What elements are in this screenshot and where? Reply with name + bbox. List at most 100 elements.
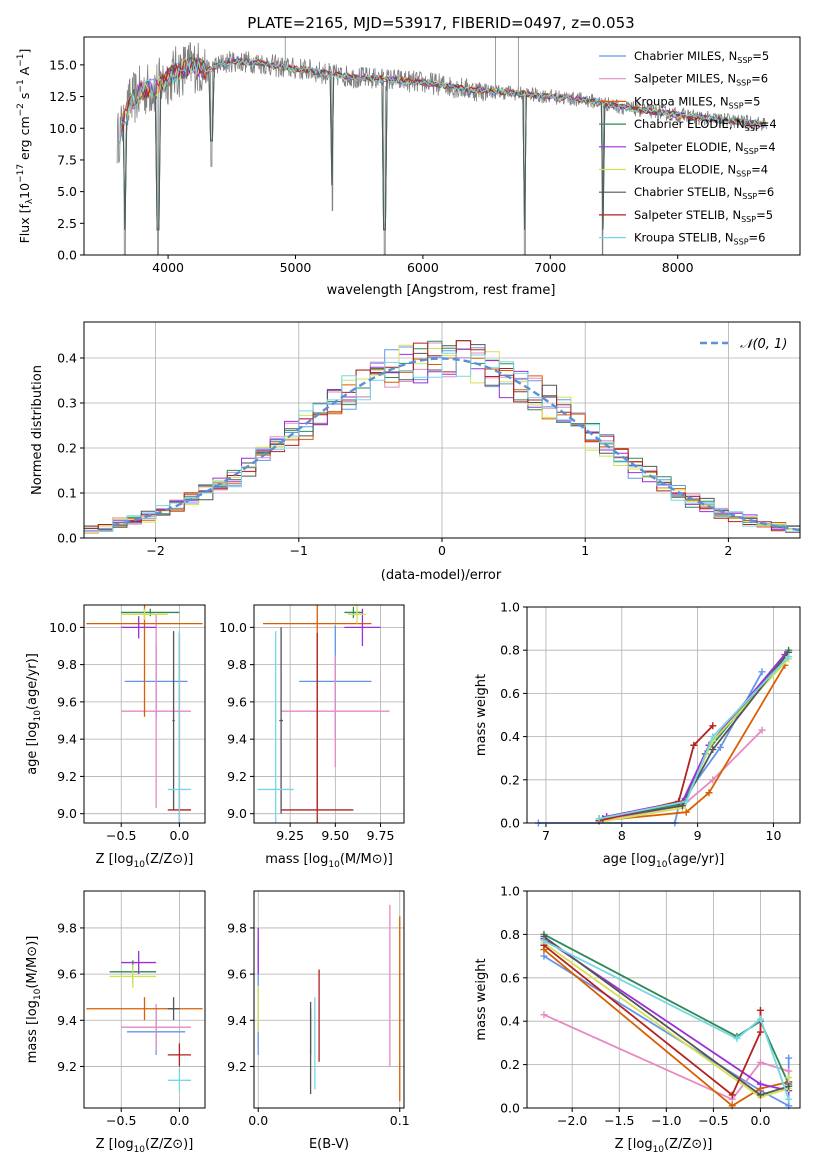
- weight-vs-z-series-line: [543, 940, 790, 1100]
- weight-vs-age-marker: [785, 653, 793, 661]
- weight-vs-z-xlabel: Z [log10(Z/Z⊙)]: [615, 1137, 713, 1155]
- weight-vs-z-xtick-label: −0.5: [698, 1113, 728, 1128]
- age-vs-z-frame: [83, 604, 206, 824]
- mass-vs-z-xtick-label: 0.0: [169, 1113, 189, 1128]
- spectrum-legend-label: Chabrier MILES, NSSP=5: [634, 49, 769, 65]
- weight-vs-z-marker: [785, 1082, 793, 1090]
- mass-vs-z-panel: −0.5 0.0 9.2 9.4 9.6 9.8 Z [log10(Z/Z⊙)] mass […: [25, 890, 206, 1155]
- spectrum-ytick-label: 10.0: [49, 121, 77, 136]
- weight-vs-z-marker: [785, 1054, 793, 1062]
- weight-vs-z-xtick-label: −1.0: [651, 1113, 681, 1128]
- age-vs-mass-ytick-label: 10.0: [219, 620, 247, 635]
- weight-vs-age-xtick-label: 8: [618, 828, 626, 843]
- spectrum-legend-label: Salpeter ELODIE, NSSP=4: [634, 140, 776, 156]
- weight-vs-age-ytick-label: 1.0: [500, 600, 520, 615]
- spectrum-xtick-label: 6000: [407, 260, 439, 275]
- weight-vs-z-marker: [785, 1074, 793, 1082]
- age-vs-z-ytick-label: 9.2: [57, 769, 77, 784]
- weight-vs-age-marker: [595, 815, 603, 823]
- weight-vs-age-marker: [690, 741, 698, 749]
- mass-vs-z-ylabel: mass [log10(M/M⊙)]: [25, 936, 43, 1064]
- age-vs-z-ytick-label: 10.0: [49, 620, 77, 635]
- spectrum-frame: [83, 36, 801, 256]
- mass-vs-z-ytick-label: 9.6: [57, 967, 77, 982]
- spectrum-xtick-label: 5000: [280, 260, 312, 275]
- age-vs-z-xtick-label: 0.0: [169, 828, 189, 843]
- spectrum-xtick-label: 7000: [534, 260, 566, 275]
- weight-vs-z-marker: [756, 1015, 764, 1023]
- weight-vs-age-marker: [709, 722, 717, 730]
- spectrum-legend-label: Chabrier ELODIE, NSSP=4: [634, 117, 777, 133]
- mass-vs-ebv-ytick-label: 9.8: [227, 920, 247, 935]
- weight-vs-z-marker: [728, 1091, 736, 1099]
- age-vs-mass-ytick-label: 9.8: [227, 657, 247, 672]
- spectrum-xtick-label: 8000: [662, 260, 694, 275]
- weight-vs-z-xtick-label: −1.5: [604, 1113, 634, 1128]
- weight-vs-z-ytick-label: 0.6: [500, 970, 520, 985]
- residuals-frame: [83, 321, 801, 539]
- mass-vs-z-xtick-label: −0.5: [106, 1113, 136, 1128]
- spectrum-ytick-label: 5.0: [57, 184, 77, 199]
- age-vs-mass-ytick-label: 9.0: [227, 806, 247, 821]
- spectrum-legend-label: Kroupa STELIB, NSSP=6: [634, 231, 765, 247]
- residuals-ytick-label: 0.3: [57, 396, 77, 411]
- normal-reference-curve: [112, 357, 801, 532]
- spectrum-model-line: [119, 58, 766, 144]
- weight-vs-age-marker: [758, 726, 766, 734]
- weight-vs-z-ytick-label: 0.0: [500, 1101, 520, 1116]
- mass-vs-z-ytick-label: 9.8: [57, 920, 77, 935]
- spectrum-ylabel: Flux [fλ10−17 erg cm−2 s−1 A−1]: [16, 49, 35, 244]
- weight-vs-z-marker: [733, 1035, 741, 1043]
- weight-vs-age-marker: [709, 776, 717, 784]
- weight-vs-age-marker: [758, 668, 766, 676]
- spectrum-xlabel: wavelength [Angstrom, rest frame]: [327, 283, 556, 298]
- mass-vs-ebv-xlabel: E(B-V): [309, 1137, 349, 1152]
- weight-vs-z-marker: [785, 1067, 793, 1075]
- residuals-ytick-label: 0.1: [57, 486, 77, 501]
- weight-vs-age-ytick-label: 0.4: [500, 729, 520, 744]
- weight-vs-age-series-line: [602, 651, 790, 820]
- figure-title: PLATE=2165, MJD=53917, FIBERID=0497, z=0…: [247, 14, 634, 32]
- weight-vs-z-marker: [756, 1058, 764, 1066]
- weight-vs-age-marker: [716, 743, 724, 751]
- weight-vs-z-marker: [756, 1091, 764, 1099]
- mass-vs-ebv-ytick-label: 9.6: [227, 967, 247, 982]
- age-vs-z-xtick-label: −0.5: [106, 828, 136, 843]
- spectrum-ticks: 4000 5000 6000 7000 8000 0.0 2.5 5.0 7.5 10.0 12.5…: [49, 57, 693, 275]
- residuals-xtick-label: 1: [581, 543, 589, 558]
- weight-vs-age-ytick-label: 0.0: [500, 816, 520, 831]
- weight-vs-age-series-line: [598, 664, 786, 822]
- residuals-xtick-label: −1: [290, 543, 308, 558]
- residuals-ytick-label: 0.2: [57, 441, 77, 456]
- age-vs-mass-ytick-label: 9.6: [227, 694, 247, 709]
- weight-vs-z-xtick-label: 0.0: [751, 1113, 771, 1128]
- weight-vs-z-ytick-label: 0.4: [500, 1014, 520, 1029]
- weight-vs-z-series-line: [543, 948, 789, 1107]
- weight-vs-z-series-line: [543, 1013, 789, 1101]
- spectrum-xtick-label: 4000: [152, 260, 184, 275]
- age-vs-mass-ytick-label: 9.4: [227, 732, 247, 747]
- spectrum-ytick-label: 0.0: [57, 248, 77, 263]
- spectrum-panel: 4000 5000 6000 7000 8000 0.0 2.5 5.0 7.5 10.0 12.5…: [16, 36, 801, 298]
- weight-vs-age-xtick-label: 10: [766, 828, 782, 843]
- age-vs-z-ytick-label: 9.8: [57, 657, 77, 672]
- residuals-ylabel: Normed distribution: [30, 365, 45, 495]
- weight-vs-age-marker: [682, 797, 690, 805]
- weight-vs-age-marker: [709, 733, 717, 741]
- mass-vs-ebv-ytick-label: 9.4: [227, 1013, 247, 1028]
- weight-vs-z-marker: [540, 952, 548, 960]
- age-vs-mass-xtick-label: 9.50: [321, 828, 349, 843]
- weight-vs-age-marker: [709, 746, 717, 754]
- spectrum-ytick-label: 2.5: [57, 216, 77, 231]
- age-vs-z-ylabel: age [log10(age/yr)]: [25, 653, 43, 775]
- mass-vs-z-xlabel: Z [log10(Z/Z⊙)]: [96, 1137, 194, 1155]
- residuals-ytick-label: 0.4: [57, 351, 77, 366]
- mass-vs-ebv-panel: 0.0 0.1 9.2 9.4 9.6 9.8 E(B-V): [227, 890, 410, 1152]
- residual-histogram: [84, 352, 800, 533]
- mass-vs-ebv-xtick-label: 0.1: [390, 1113, 410, 1128]
- weight-vs-age-ytick-label: 0.8: [500, 643, 520, 658]
- weight-vs-z-xtick-label: −2.0: [557, 1113, 587, 1128]
- age-vs-z-ytick-label: 9.4: [57, 732, 77, 747]
- weight-vs-age-marker: [682, 808, 690, 816]
